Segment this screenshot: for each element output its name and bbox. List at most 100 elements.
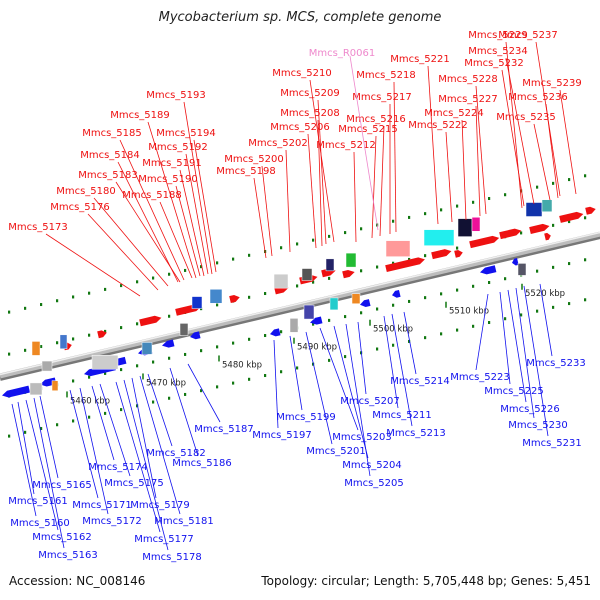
forward-gene-label: Mmcs_5176 — [50, 202, 110, 213]
tick-dot — [88, 333, 91, 337]
tick-dot — [504, 193, 507, 197]
forward-gene-leader — [175, 185, 201, 277]
reverse-gene-leader — [11, 403, 37, 517]
tick-dot — [72, 295, 75, 299]
tick-dot — [8, 310, 11, 314]
forward-gene-leader — [261, 165, 273, 257]
reverse-gene-label: Mmcs_5181 — [154, 516, 214, 527]
tick-dot — [232, 257, 235, 261]
reverse-gene-label: Mmcs_5174 — [88, 462, 148, 473]
reverse-gene-label: Mmcs_5214 — [390, 376, 450, 387]
reverse-gene-leader — [499, 291, 511, 385]
tick-dot — [104, 411, 107, 415]
forward-gene-leader — [461, 119, 467, 221]
tick-dot — [456, 328, 459, 332]
gene-feature-box — [525, 202, 543, 217]
tick-dot — [488, 197, 491, 201]
forward-gene-label: Mmcs_5232 — [464, 58, 524, 69]
tick-dot — [424, 336, 427, 340]
reverse-gene-leader — [319, 327, 359, 431]
tick-dot — [120, 368, 123, 372]
tick-dot — [392, 303, 395, 307]
tick-dot — [360, 311, 363, 315]
tick-dot — [8, 434, 11, 438]
reverse-gene-label: Mmcs_5207 — [340, 396, 400, 407]
reverse-gene-leader — [345, 323, 371, 477]
reverse-gene-leader — [139, 375, 181, 515]
reverse-gene-leader — [475, 293, 489, 371]
forward-gene-label: Mmcs_5222 — [408, 120, 468, 131]
forward-gene-label: Mmcs_5217 — [352, 92, 412, 103]
genome-summary-text: Topology: circular; Length: 5,705,448 bp… — [261, 574, 591, 588]
tick-dot — [392, 343, 395, 347]
forward-gene-label: Mmcs_5210 — [272, 68, 332, 79]
reverse-gene-label: Mmcs_5163 — [38, 550, 98, 561]
reverse-gene-label: Mmcs_5197 — [252, 430, 312, 441]
reverse-gene-leader — [91, 385, 115, 461]
kbp-tick-label: 5470 kbp — [146, 378, 186, 388]
reverse-gene-label: Mmcs_5213 — [386, 428, 446, 439]
tick-dot — [376, 265, 379, 269]
tick-dot — [392, 261, 395, 265]
tick-dot — [248, 337, 251, 341]
tick-dot — [472, 284, 475, 288]
forward-gene-leader — [93, 197, 169, 287]
reverse-gene-label: Mmcs_5165 — [32, 480, 92, 491]
forward-gene-leader — [559, 89, 577, 195]
reverse-gene-leader — [115, 381, 161, 533]
forward-gene-arrow — [529, 223, 550, 234]
tick-dot — [200, 265, 203, 269]
tick-dot — [264, 292, 267, 296]
tick-dot — [552, 305, 555, 309]
reverse-gene-label: Mmcs_5178 — [142, 552, 202, 563]
forward-gene-leader — [307, 133, 317, 249]
tick-dot — [344, 315, 347, 319]
gene-feature-box — [303, 304, 315, 320]
gene-feature-box — [191, 296, 203, 309]
forward-gene-label: Mmcs_5193 — [146, 90, 206, 101]
tick-dot — [104, 287, 107, 291]
tick-dot — [536, 269, 539, 273]
reverse-gene-leader — [25, 399, 59, 531]
reverse-gene-leader — [187, 363, 221, 423]
forward-gene-label: Mmcs_5185 — [82, 128, 142, 139]
backbone-group — [0, 231, 600, 381]
tick-dot — [40, 427, 43, 431]
tick-dot — [424, 296, 427, 300]
forward-gene-leader — [505, 41, 523, 209]
reverse-gene-leader — [17, 401, 35, 495]
tick-dot — [88, 415, 91, 419]
forward-gene-leader — [501, 69, 525, 207]
reverse-gene-label: Mmcs_5199 — [276, 412, 336, 423]
reverse-gene-leader — [539, 283, 553, 357]
forward-gene-label: Mmcs_5216 — [346, 114, 406, 125]
reverse-gene-label: Mmcs_5187 — [194, 424, 254, 435]
reverse-gene-leader — [507, 289, 527, 403]
reverse-gene-leader — [39, 395, 59, 479]
gene-feature-box — [345, 252, 357, 268]
tick-dot — [168, 272, 171, 276]
backbone-highlight — [0, 231, 600, 376]
forward-gene-label: Mmcs_5208 — [280, 108, 340, 119]
gene-feature-box — [29, 382, 43, 396]
tick-dot — [360, 269, 363, 273]
reverse-gene-label: Mmcs_5211 — [372, 410, 432, 421]
reverse-gene-arrow — [480, 265, 497, 275]
forward-gene-arrow — [454, 249, 463, 258]
reverse-gene-leader — [33, 397, 65, 549]
tick-dot — [344, 231, 347, 235]
backbone-line — [0, 231, 600, 379]
tick-dot — [184, 268, 187, 272]
reverse-gene-label: Mmcs_5226 — [500, 404, 560, 415]
tick-dot — [232, 381, 235, 385]
reverse-gene-leader — [391, 313, 413, 427]
reverse-gene-leader — [305, 331, 333, 445]
forward-gene-label: Mmcs_5218 — [356, 70, 416, 81]
forward-gene-leader — [117, 161, 179, 283]
gene-feature-box — [457, 218, 473, 237]
reverse-gene-leader — [169, 367, 199, 457]
tick-dot — [440, 332, 443, 336]
tick-dot — [232, 341, 235, 345]
forward-gene-label: Mmcs_5202 — [248, 138, 308, 149]
reverse-gene-arrow — [2, 385, 31, 398]
